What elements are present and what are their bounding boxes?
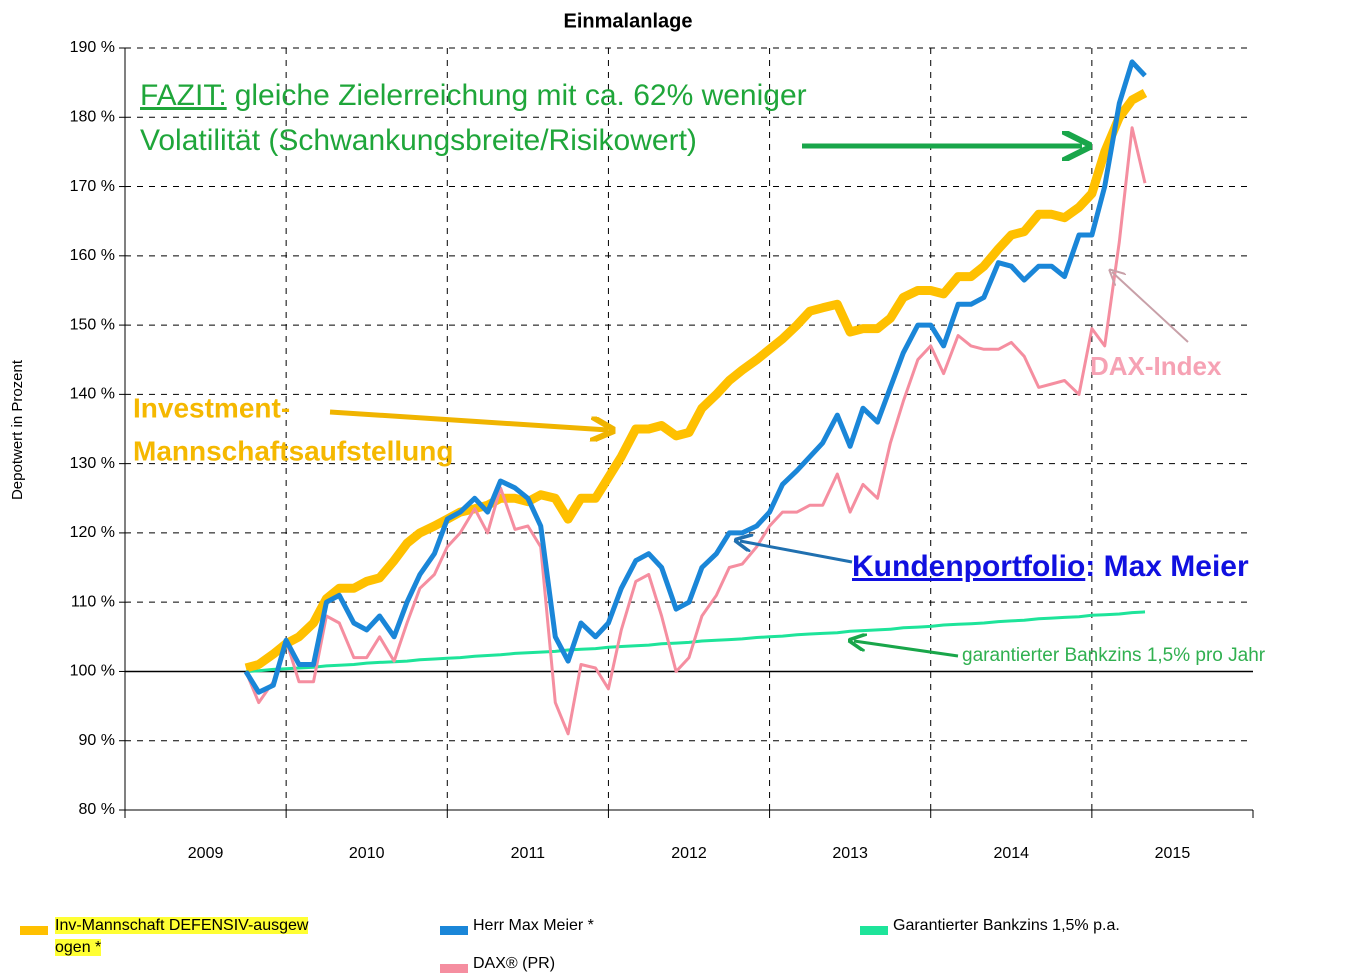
series-line — [244, 89, 1148, 673]
annotation-text: garantierter Bankzins 1,5% pro Jahr — [962, 645, 1266, 666]
y-tick-label: 150 % — [70, 316, 115, 333]
legend-label: Inv-Mannschaft DEFENSIV-ausgew ogen * — [55, 915, 325, 959]
annotation-text: gleiche Zielerreichung mit ca. 62% wenig… — [235, 79, 807, 112]
annotation-text: Investment- — [133, 392, 290, 423]
y-tick-label: 120 % — [70, 524, 115, 541]
y-tick-label: 180 % — [70, 108, 115, 125]
annotation: Kundenportfolio: Max Meier — [852, 550, 1249, 583]
y-tick-label: 100 % — [70, 663, 115, 680]
x-tick-label: 2013 — [832, 845, 868, 862]
annotation-head: FAZIT: — [140, 79, 227, 112]
legend-swatch — [860, 926, 888, 935]
y-tick-label: 140 % — [70, 386, 115, 403]
arrow — [740, 541, 853, 564]
x-tick-label: 2010 — [349, 845, 385, 862]
legend-label: DAX® (PR) — [473, 955, 556, 972]
x-tick-label: 2015 — [1155, 845, 1191, 862]
annotation-text: : Max Meier — [1085, 550, 1249, 583]
x-tick-label: 2011 — [511, 845, 546, 862]
y-tick-label: 130 % — [70, 455, 115, 472]
y-tick-label: 110 % — [71, 593, 115, 610]
legend-swatch — [440, 926, 468, 935]
annotation-text: Mannschaftsaufstellung — [133, 435, 453, 466]
x-tick-label: 2014 — [993, 845, 1029, 862]
legend-text: Inv-Mannschaft DEFENSIV-ausgew ogen * — [55, 917, 309, 956]
y-tick-label: 160 % — [70, 247, 115, 264]
arrow — [1112, 272, 1189, 343]
chart-title: Einmalanlage — [564, 10, 693, 32]
annotation-text: DAX-Index — [1090, 351, 1222, 381]
annotation: FAZIT: gleiche Zielerreichung mit ca. 62%… — [140, 79, 807, 112]
annotation-head: Kundenportfolio — [852, 550, 1085, 583]
annotation-text: Volatilität (Schwankungsbreite/Risikower… — [140, 124, 697, 157]
legend-swatch — [440, 964, 468, 973]
y-axis-label: Depotwert in Prozent — [9, 359, 26, 500]
y-tick-label: 80 % — [79, 801, 115, 818]
legend-swatch — [20, 926, 48, 935]
y-tick-label: 90 % — [79, 732, 115, 749]
legend-label: Garantierter Bankzins 1,5% p.a. — [893, 917, 1120, 934]
y-tick-label: 190 % — [70, 39, 115, 56]
chart: 80 % 90 % 100 % 110 % 120 % 130 % 140 % 150 % 16… — [9, 10, 1266, 862]
x-tick-label: 2009 — [188, 845, 224, 862]
y-tick-label: 170 % — [70, 178, 115, 195]
arrow — [329, 409, 608, 430]
arrow — [854, 641, 959, 658]
x-tick-label: 2012 — [671, 845, 707, 862]
series-line — [243, 59, 1147, 695]
series-line — [244, 126, 1147, 736]
legend-label: Herr Max Meier * — [473, 917, 594, 934]
